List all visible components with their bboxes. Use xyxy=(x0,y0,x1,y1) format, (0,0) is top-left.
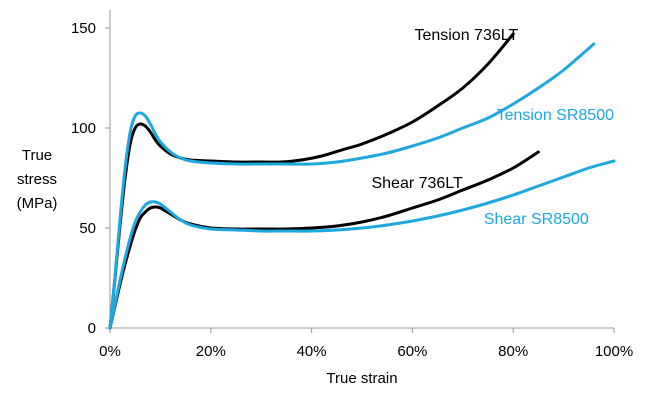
series-line-tension-sr8500 xyxy=(108,42,596,330)
y-tick-label: 150 xyxy=(71,20,96,37)
y-axis-title-line: True xyxy=(22,147,52,164)
series-label-tension-sr8500: Tension SR8500 xyxy=(497,107,615,124)
y-axis-title-line: (MPa) xyxy=(17,195,58,212)
x-tick-label: 20% xyxy=(196,343,226,360)
annotation-layer: Tension 736LT Tension SR8500 Shear 736LT Sh… xyxy=(371,27,614,228)
axes xyxy=(109,10,614,329)
series-layer xyxy=(108,32,616,330)
x-tick-label: 40% xyxy=(297,343,327,360)
series-label-tension-736lt: Tension 736LT xyxy=(414,27,518,44)
y-tick-label: 0 xyxy=(88,320,96,337)
y-axis-title-line: stress xyxy=(17,171,57,188)
y-axis-title: True stress (MPa) xyxy=(17,147,58,212)
x-tick-label: 100% xyxy=(595,343,633,360)
y-ticks: 0 50 100 150 xyxy=(71,20,110,337)
x-tick-label: 60% xyxy=(397,343,427,360)
series-line-shear-sr8500 xyxy=(108,159,616,330)
x-tick-label: 80% xyxy=(498,343,528,360)
series-label-shear-736lt: Shear 736LT xyxy=(371,175,463,192)
series-line-tension-736lt xyxy=(108,32,515,330)
y-tick-label: 100 xyxy=(71,120,96,137)
series-line-shear-736lt xyxy=(108,150,540,330)
y-tick-label: 50 xyxy=(79,220,96,237)
x-ticks: 0% 20% 40% 60% 80% 100% xyxy=(99,328,633,360)
x-tick-label: 0% xyxy=(99,343,121,360)
series-label-shear-sr8500: Shear SR8500 xyxy=(484,211,589,228)
x-axis-title: True strain xyxy=(326,370,397,387)
